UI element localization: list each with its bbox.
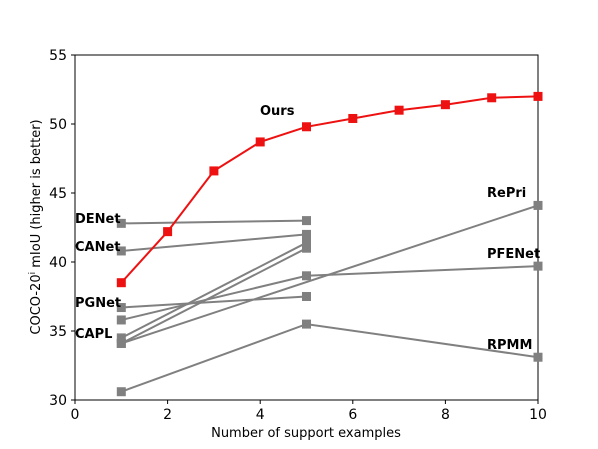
- x-tick-label-6: 6: [348, 407, 357, 423]
- point-canet-0: [116, 246, 126, 256]
- y-tick-label-45: 45: [49, 186, 67, 202]
- line-capl: [120, 241, 307, 339]
- x-tick-label-8: 8: [441, 407, 450, 423]
- point-ours-5: [348, 113, 358, 123]
- label-layer: Ours DENet CANet PGNet CAPL RePri PFENet RPMM: [75, 104, 540, 353]
- x-tick-label-4: 4: [256, 407, 265, 423]
- point-ours-9: [533, 91, 543, 101]
- label-ours: Ours: [260, 104, 295, 119]
- point-pgnet-0: [116, 303, 126, 313]
- point-pgnet-1: [302, 292, 311, 301]
- point-capl-1: [302, 238, 311, 248]
- label-repri: RePri: [487, 186, 526, 201]
- point-ours-2: [209, 166, 219, 176]
- point-rpmm-2: [533, 352, 543, 362]
- point-unnamed-7-0: [116, 338, 126, 348]
- point-pfenet-0: [116, 315, 126, 325]
- x-axis-label: Number of support examples: [211, 426, 401, 441]
- series-unnamed-7: [116, 243, 311, 348]
- point-ours-4: [302, 122, 311, 132]
- point-repri-1: [533, 200, 543, 210]
- line-rpmm: [120, 323, 539, 393]
- series-pgnet: [116, 292, 311, 313]
- y-tick-label-35: 35: [49, 324, 67, 340]
- y-tick-label-50: 50: [49, 117, 67, 133]
- series-canet: [116, 229, 311, 256]
- series-rpmm: [116, 319, 543, 397]
- label-pfenet: PFENet: [487, 247, 540, 262]
- line-denet: [121, 219, 307, 225]
- line-ours: [120, 95, 539, 284]
- series-denet: [116, 216, 311, 228]
- point-denet-0: [116, 218, 126, 228]
- point-canet-1: [302, 229, 311, 239]
- point-pfenet-2: [533, 261, 543, 271]
- label-denet: DENet: [75, 212, 121, 227]
- x-tick-label-0: 0: [71, 407, 80, 423]
- plot-frame: [74, 54, 539, 401]
- y-tick-label-40: 40: [49, 255, 67, 271]
- point-pfenet-1: [302, 271, 311, 281]
- point-unnamed-7-1: [302, 243, 311, 253]
- point-ours-8: [487, 93, 497, 103]
- series-layer: [116, 91, 543, 397]
- point-ours-3: [255, 137, 265, 147]
- line-pgnet: [121, 295, 307, 309]
- label-capl: CAPL: [75, 327, 112, 342]
- point-rpmm-1: [302, 319, 311, 329]
- series-capl: [116, 238, 311, 343]
- y-axis-label: COCO-20i mIoU (higher is better): [28, 119, 44, 334]
- point-ours-0: [116, 278, 126, 288]
- tick-layer: 0 2 4 6 8 10 30 35 40 45 50 55: [49, 48, 547, 423]
- label-rpmm: RPMM: [487, 338, 532, 353]
- line-canet: [121, 233, 307, 252]
- label-canet: CANet: [75, 240, 121, 255]
- point-capl-0: [116, 333, 126, 343]
- point-ours-6: [394, 105, 404, 115]
- line-unnamed-7: [120, 247, 307, 345]
- label-pgnet: PGNet: [75, 296, 121, 311]
- y-tick-label-30: 30: [49, 393, 67, 409]
- point-denet-1: [302, 216, 311, 226]
- x-tick-label-2: 2: [163, 407, 172, 423]
- y-tick-label-55: 55: [49, 48, 67, 64]
- point-ours-7: [440, 100, 450, 110]
- point-ours-1: [163, 227, 173, 237]
- series-ours: [116, 91, 543, 288]
- point-rpmm-0: [116, 387, 126, 397]
- x-tick-label-10: 10: [529, 407, 547, 423]
- series-pfenet: [116, 261, 543, 325]
